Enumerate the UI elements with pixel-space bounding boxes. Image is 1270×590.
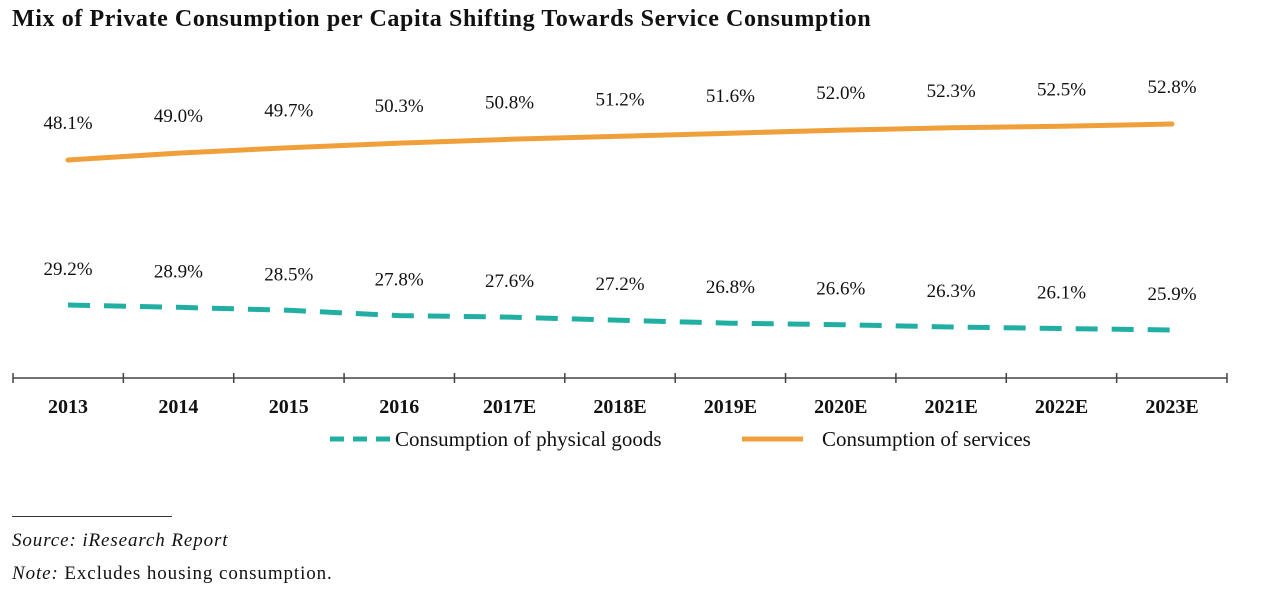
- x-tick-label: 2016: [379, 396, 419, 418]
- data-label: 27.6%: [485, 271, 534, 292]
- data-label: 50.8%: [485, 92, 534, 113]
- series-line-goods: [67, 302, 1173, 333]
- data-label: 28.9%: [154, 261, 203, 282]
- x-tick-label: 2017E: [483, 396, 536, 418]
- data-label: 28.5%: [264, 264, 313, 285]
- data-label: 27.8%: [375, 270, 424, 291]
- x-tick-label: 2021E: [925, 396, 978, 418]
- x-tick-label: 2014: [158, 396, 198, 418]
- data-label: 49.0%: [154, 106, 203, 127]
- data-label: 48.1%: [43, 113, 92, 134]
- data-label: 26.8%: [706, 277, 755, 298]
- data-label: 52.8%: [1147, 77, 1196, 98]
- data-label: 51.2%: [595, 89, 644, 110]
- x-tick-label: 2020E: [814, 396, 867, 418]
- chart-title: Mix of Private Consumption per Capita Sh…: [12, 6, 872, 32]
- data-label: 50.3%: [375, 96, 424, 117]
- legend-label-goods: Consumption of physical goods: [395, 427, 662, 451]
- data-label: 52.0%: [816, 83, 865, 104]
- data-label: 26.1%: [1037, 282, 1086, 303]
- source-divider: [12, 516, 172, 517]
- data-label: 26.6%: [816, 279, 865, 300]
- note-label: Note:: [12, 563, 59, 584]
- note-text: Note: Excludes housing consumption.: [12, 563, 333, 585]
- data-label: 26.3%: [927, 281, 976, 302]
- data-label: 27.2%: [595, 274, 644, 295]
- x-tick-label: 2022E: [1035, 396, 1088, 418]
- data-label: 51.6%: [706, 86, 755, 107]
- x-tick-label: 2018E: [593, 396, 646, 418]
- line-chart: 48.1% 49.0% 49.7% 50.3% 50.8% 51.2% 51.6% 52.0%…: [12, 77, 1228, 451]
- data-label: 49.7%: [264, 101, 313, 122]
- data-label: 29.2%: [43, 259, 92, 280]
- x-tick-label: 2019E: [704, 396, 757, 418]
- data-label: 25.9%: [1147, 284, 1196, 305]
- data-label: 52.5%: [1037, 79, 1086, 100]
- x-tick-label: 2023E: [1145, 396, 1198, 418]
- series-line-services: [65, 121, 1175, 163]
- legend-label-services: Consumption of services: [822, 427, 1031, 451]
- data-label: 52.3%: [927, 81, 976, 102]
- source-text: Source: iResearch Report: [12, 530, 229, 551]
- note-body: Excludes housing consumption.: [58, 563, 333, 584]
- x-tick-label: 2015: [269, 396, 309, 418]
- x-tick-label: 2013: [48, 396, 88, 418]
